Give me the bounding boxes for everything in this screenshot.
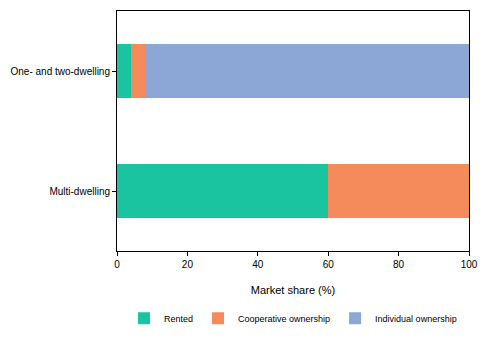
svg-text:Cooperative ownership: Cooperative ownership: [238, 314, 330, 324]
svg-text:Multi-dwelling: Multi-dwelling: [49, 186, 110, 197]
svg-text:0: 0: [114, 259, 120, 270]
svg-text:One- and two-dwelling: One- and two-dwelling: [11, 66, 111, 77]
svg-text:40: 40: [252, 259, 264, 270]
svg-text:60: 60: [323, 259, 335, 270]
svg-text:100: 100: [461, 259, 478, 270]
svg-text:Market share (%): Market share (%): [251, 284, 335, 296]
svg-text:20: 20: [182, 259, 194, 270]
svg-text:80: 80: [393, 259, 405, 270]
svg-text:Individual ownership: Individual ownership: [375, 314, 457, 324]
svg-text:Rented: Rented: [164, 314, 193, 324]
